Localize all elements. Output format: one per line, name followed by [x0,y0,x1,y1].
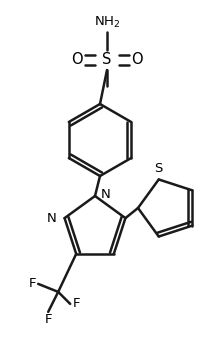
Text: S: S [155,162,163,176]
Text: NH$_2$: NH$_2$ [94,14,120,30]
Text: F: F [72,297,80,310]
Text: F: F [44,313,52,326]
Text: N: N [101,188,111,201]
Text: O: O [131,53,143,68]
Text: O: O [71,53,83,68]
Text: N: N [47,212,57,225]
Text: S: S [102,53,112,68]
Text: F: F [28,277,36,291]
